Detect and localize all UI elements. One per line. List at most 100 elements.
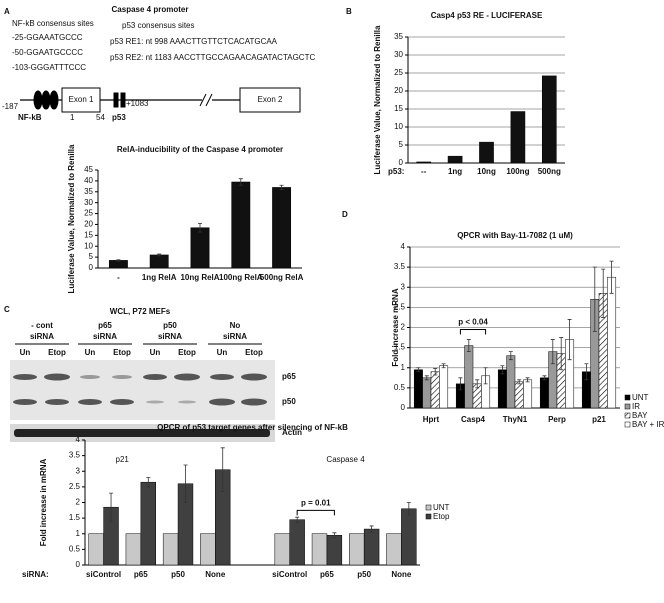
y-tick-label: 0 <box>76 560 81 569</box>
condition-label: siRNA <box>223 332 247 341</box>
y-tick-label: 0.5 <box>69 544 81 553</box>
y-tick-label: 1 <box>76 529 81 538</box>
x-prefix-label: siRNA: <box>22 570 49 579</box>
bar <box>514 381 524 409</box>
panel-label: A <box>4 7 10 16</box>
error-bar <box>517 379 522 385</box>
bar <box>497 369 507 409</box>
condition-label: siRNA <box>93 332 117 341</box>
blot-membrane <box>10 360 275 420</box>
bar <box>231 181 251 269</box>
y-tick-label: 20 <box>394 86 403 95</box>
error-bar <box>109 492 114 522</box>
band <box>146 400 164 404</box>
bar <box>607 276 617 409</box>
lane-label: Un <box>217 348 228 357</box>
error-bar <box>550 339 555 365</box>
nfkb-heading: NF-kB consensus sites <box>12 19 94 28</box>
legend-swatch <box>624 412 631 419</box>
bar <box>88 533 104 566</box>
nfkb-site-seq: -103-GGGATTTCCC <box>12 63 86 72</box>
error-bar <box>332 532 337 539</box>
band <box>112 375 132 379</box>
map-label: 54 <box>96 113 105 122</box>
x-tick-label: p50 <box>357 570 371 579</box>
bar <box>363 528 380 566</box>
band <box>44 373 70 381</box>
band <box>78 399 102 405</box>
band <box>210 374 234 380</box>
bar <box>422 377 432 409</box>
y-tick-label: 45 <box>84 165 93 174</box>
bar <box>162 533 179 566</box>
bar <box>416 161 432 164</box>
bar <box>140 481 156 566</box>
y-tick-label: 15 <box>394 104 403 113</box>
significance-bracket <box>296 509 335 516</box>
lane-label: Un <box>20 348 31 357</box>
y-tick-label: 1 <box>401 363 406 372</box>
x-tick-label: p65 <box>320 570 334 579</box>
error-bar <box>441 363 446 369</box>
panel-label: D <box>342 210 348 219</box>
x-tick-label: p21 <box>592 415 606 424</box>
bar <box>447 155 463 164</box>
chart-title: QPCR of p53 target genes after silencing… <box>157 423 348 432</box>
panel-label: B <box>346 7 352 16</box>
condition-label: No <box>230 321 241 330</box>
y-tick-label: 3 <box>76 466 81 475</box>
nfkb-site-seq: -25-GGAAATGCCC <box>12 33 83 42</box>
x-tick-label: Perp <box>548 415 566 424</box>
error-bar <box>567 319 572 361</box>
lane-label: Etop <box>48 348 66 357</box>
nfkb-site <box>41 90 51 110</box>
exon-box <box>61 87 101 113</box>
y-tick-label: 20 <box>84 220 93 229</box>
legend-label: IR <box>632 402 640 411</box>
y-tick-label: 2.5 <box>69 482 81 491</box>
p50-bands <box>13 398 267 406</box>
legend-label: BAY + IR <box>632 420 664 429</box>
band <box>178 400 196 404</box>
annotation: p < 0.04 <box>458 318 488 327</box>
y-tick-label: 3.5 <box>394 262 406 271</box>
group-label: p21 <box>116 455 130 464</box>
bar <box>272 187 292 269</box>
bar <box>326 535 343 566</box>
bar <box>200 533 216 566</box>
lane-label: Un <box>85 348 96 357</box>
y-axis-label: Fold increase mRNA <box>391 288 400 366</box>
panel-label: C <box>4 305 10 314</box>
bar <box>539 377 549 409</box>
x-tick-label: None <box>391 570 412 579</box>
bar <box>506 355 516 409</box>
nfkb-site <box>49 90 59 110</box>
bar <box>464 345 474 409</box>
y-tick-label: 4 <box>401 242 406 251</box>
y-tick-label: 4 <box>76 435 81 444</box>
p53-site <box>120 92 126 108</box>
x-tick-label: 1ng RelA <box>142 273 177 282</box>
band <box>110 399 134 405</box>
y-tick-label: 3 <box>401 282 406 291</box>
y-axis-label: Fold increase in mRNA <box>39 458 48 546</box>
x-tick-label: 10ng <box>477 167 496 176</box>
x-tick-label: 100ng RelA <box>219 273 263 282</box>
break-mark <box>205 93 213 107</box>
map-label: Exon 2 <box>258 95 283 104</box>
map-label: p53 <box>112 113 126 122</box>
p53-heading: p53 consensus sites <box>122 21 195 30</box>
error-bar <box>424 375 429 381</box>
chart-title: QPCR with Bay-11-7082 (1 uM) <box>457 231 573 240</box>
band <box>13 374 37 380</box>
promoter-map <box>20 87 301 113</box>
p53-site-seq: p53 RE1: nt 998 AAACTTGTTCTCACATGCAA <box>110 37 278 46</box>
y-tick-label: 0 <box>89 263 94 272</box>
annotation: p = 0.01 <box>301 498 331 507</box>
y-tick-label: 30 <box>84 198 93 207</box>
group-label: Caspase 4 <box>326 455 365 464</box>
lane-label: Etop <box>178 348 196 357</box>
y-tick-label: 15 <box>84 230 93 239</box>
condition-label: - cont <box>31 321 53 330</box>
